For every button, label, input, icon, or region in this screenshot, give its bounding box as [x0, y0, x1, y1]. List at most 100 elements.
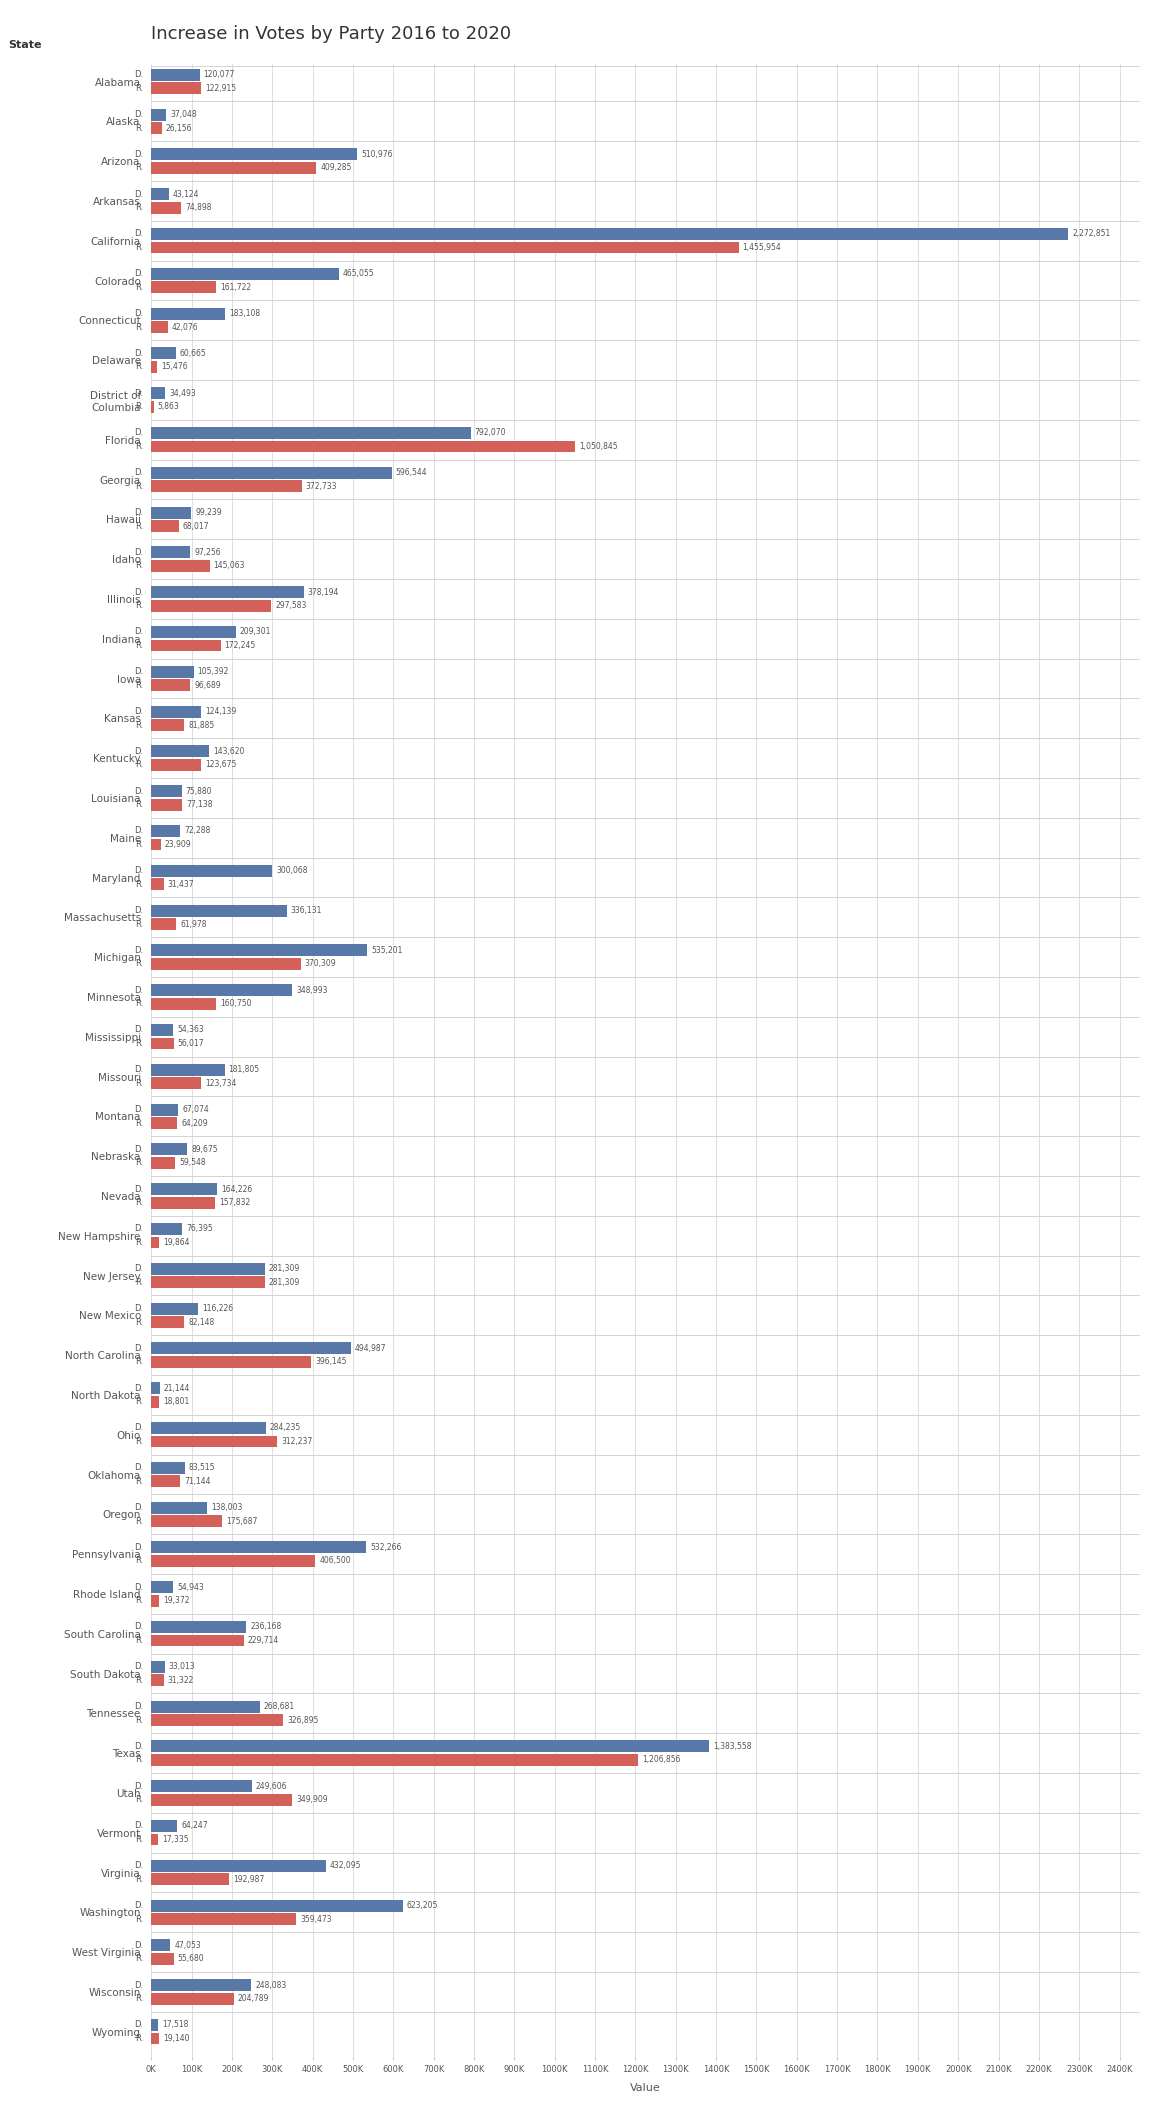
- Bar: [151, 878, 164, 890]
- Text: 68,017: 68,017: [183, 522, 209, 530]
- Text: R.: R.: [135, 85, 143, 93]
- Bar: [151, 600, 271, 613]
- Bar: [151, 148, 357, 161]
- Text: 175,687: 175,687: [226, 1516, 257, 1526]
- Text: 19,140: 19,140: [163, 2033, 190, 2044]
- Bar: [151, 1582, 173, 1592]
- Text: 510,976: 510,976: [362, 151, 393, 159]
- Text: 47,053: 47,053: [174, 1940, 201, 1950]
- Text: D.: D.: [134, 70, 143, 78]
- Text: 157,832: 157,832: [219, 1198, 250, 1206]
- Bar: [151, 201, 181, 214]
- Text: R.: R.: [135, 522, 143, 530]
- Bar: [151, 1594, 159, 1607]
- Bar: [151, 161, 316, 174]
- Bar: [151, 1980, 251, 1991]
- Text: 192,987: 192,987: [233, 1874, 264, 1885]
- Bar: [151, 784, 181, 797]
- Bar: [151, 1794, 292, 1806]
- Text: 82,148: 82,148: [188, 1319, 214, 1327]
- Text: R.: R.: [135, 1238, 143, 1247]
- Text: R.: R.: [135, 1158, 143, 1168]
- Bar: [151, 1302, 198, 1314]
- Text: R.: R.: [135, 602, 143, 611]
- Bar: [151, 1501, 207, 1514]
- Bar: [151, 958, 300, 969]
- Text: 160,750: 160,750: [220, 999, 251, 1009]
- Text: R.: R.: [135, 920, 143, 929]
- Text: 1,050,845: 1,050,845: [579, 441, 618, 452]
- Text: D.: D.: [134, 1543, 143, 1552]
- Text: D.: D.: [134, 1145, 143, 1153]
- Bar: [151, 825, 180, 837]
- Text: D.: D.: [134, 310, 143, 318]
- Text: 406,500: 406,500: [319, 1556, 351, 1565]
- Text: R.: R.: [135, 999, 143, 1009]
- Text: D.: D.: [134, 1940, 143, 1950]
- Text: 54,943: 54,943: [177, 1584, 204, 1592]
- Bar: [151, 1819, 177, 1832]
- Text: 74,898: 74,898: [185, 204, 212, 212]
- Text: D.: D.: [134, 1105, 143, 1113]
- Bar: [151, 1423, 266, 1433]
- Text: D.: D.: [134, 469, 143, 477]
- X-axis label: Value: Value: [630, 2082, 661, 2092]
- Text: D.: D.: [134, 1702, 143, 1711]
- Text: 59,548: 59,548: [179, 1158, 206, 1168]
- Bar: [151, 388, 165, 399]
- Text: 370,309: 370,309: [305, 960, 336, 969]
- Text: 5,863: 5,863: [157, 403, 179, 411]
- Bar: [151, 905, 287, 916]
- Text: 124,139: 124,139: [205, 708, 236, 717]
- Text: R.: R.: [135, 1637, 143, 1645]
- Text: R.: R.: [135, 1198, 143, 1206]
- Text: 494,987: 494,987: [355, 1344, 386, 1353]
- Text: D.: D.: [134, 787, 143, 795]
- Text: 71,144: 71,144: [184, 1478, 211, 1486]
- Text: 81,885: 81,885: [188, 721, 214, 729]
- Text: R.: R.: [135, 123, 143, 134]
- Text: R.: R.: [135, 1796, 143, 1804]
- Bar: [151, 999, 216, 1009]
- Text: D.: D.: [134, 1743, 143, 1751]
- Text: 31,437: 31,437: [167, 880, 194, 888]
- Text: Increase in Votes by Party 2016 to 2020: Increase in Votes by Party 2016 to 2020: [151, 25, 512, 42]
- Bar: [151, 229, 1069, 240]
- Text: R.: R.: [135, 1397, 143, 1406]
- Bar: [151, 466, 392, 479]
- Bar: [151, 83, 201, 93]
- Text: D.: D.: [134, 587, 143, 596]
- Text: 284,235: 284,235: [270, 1423, 301, 1433]
- Text: D.: D.: [134, 746, 143, 757]
- Text: 248,083: 248,083: [255, 1980, 286, 1991]
- Text: 43,124: 43,124: [172, 189, 199, 199]
- Text: 300,068: 300,068: [277, 867, 308, 876]
- Bar: [151, 1541, 366, 1554]
- Bar: [151, 507, 191, 519]
- Text: 17,335: 17,335: [162, 1836, 188, 1844]
- Text: 1,206,856: 1,206,856: [642, 1755, 680, 1764]
- Bar: [151, 1781, 252, 1791]
- Text: 34,493: 34,493: [169, 388, 195, 399]
- Text: D.: D.: [134, 827, 143, 835]
- Text: D.: D.: [134, 708, 143, 717]
- Text: D.: D.: [134, 1622, 143, 1632]
- Text: 18,801: 18,801: [163, 1397, 188, 1406]
- Text: 31,322: 31,322: [167, 1675, 194, 1685]
- Bar: [151, 1317, 185, 1327]
- Text: D.: D.: [134, 1980, 143, 1991]
- Text: D.: D.: [134, 1225, 143, 1234]
- Text: 1,383,558: 1,383,558: [713, 1743, 752, 1751]
- Bar: [151, 1912, 297, 1925]
- Bar: [151, 943, 368, 956]
- Text: D.: D.: [134, 428, 143, 437]
- Text: D.: D.: [134, 946, 143, 954]
- Text: 249,606: 249,606: [256, 1781, 287, 1791]
- Text: R.: R.: [135, 1836, 143, 1844]
- Text: 60,665: 60,665: [179, 350, 206, 358]
- Text: D.: D.: [134, 1861, 143, 1870]
- Text: 268,681: 268,681: [264, 1702, 294, 1711]
- Bar: [151, 1741, 709, 1753]
- Text: 75,880: 75,880: [186, 787, 213, 795]
- Text: 236,168: 236,168: [250, 1622, 281, 1632]
